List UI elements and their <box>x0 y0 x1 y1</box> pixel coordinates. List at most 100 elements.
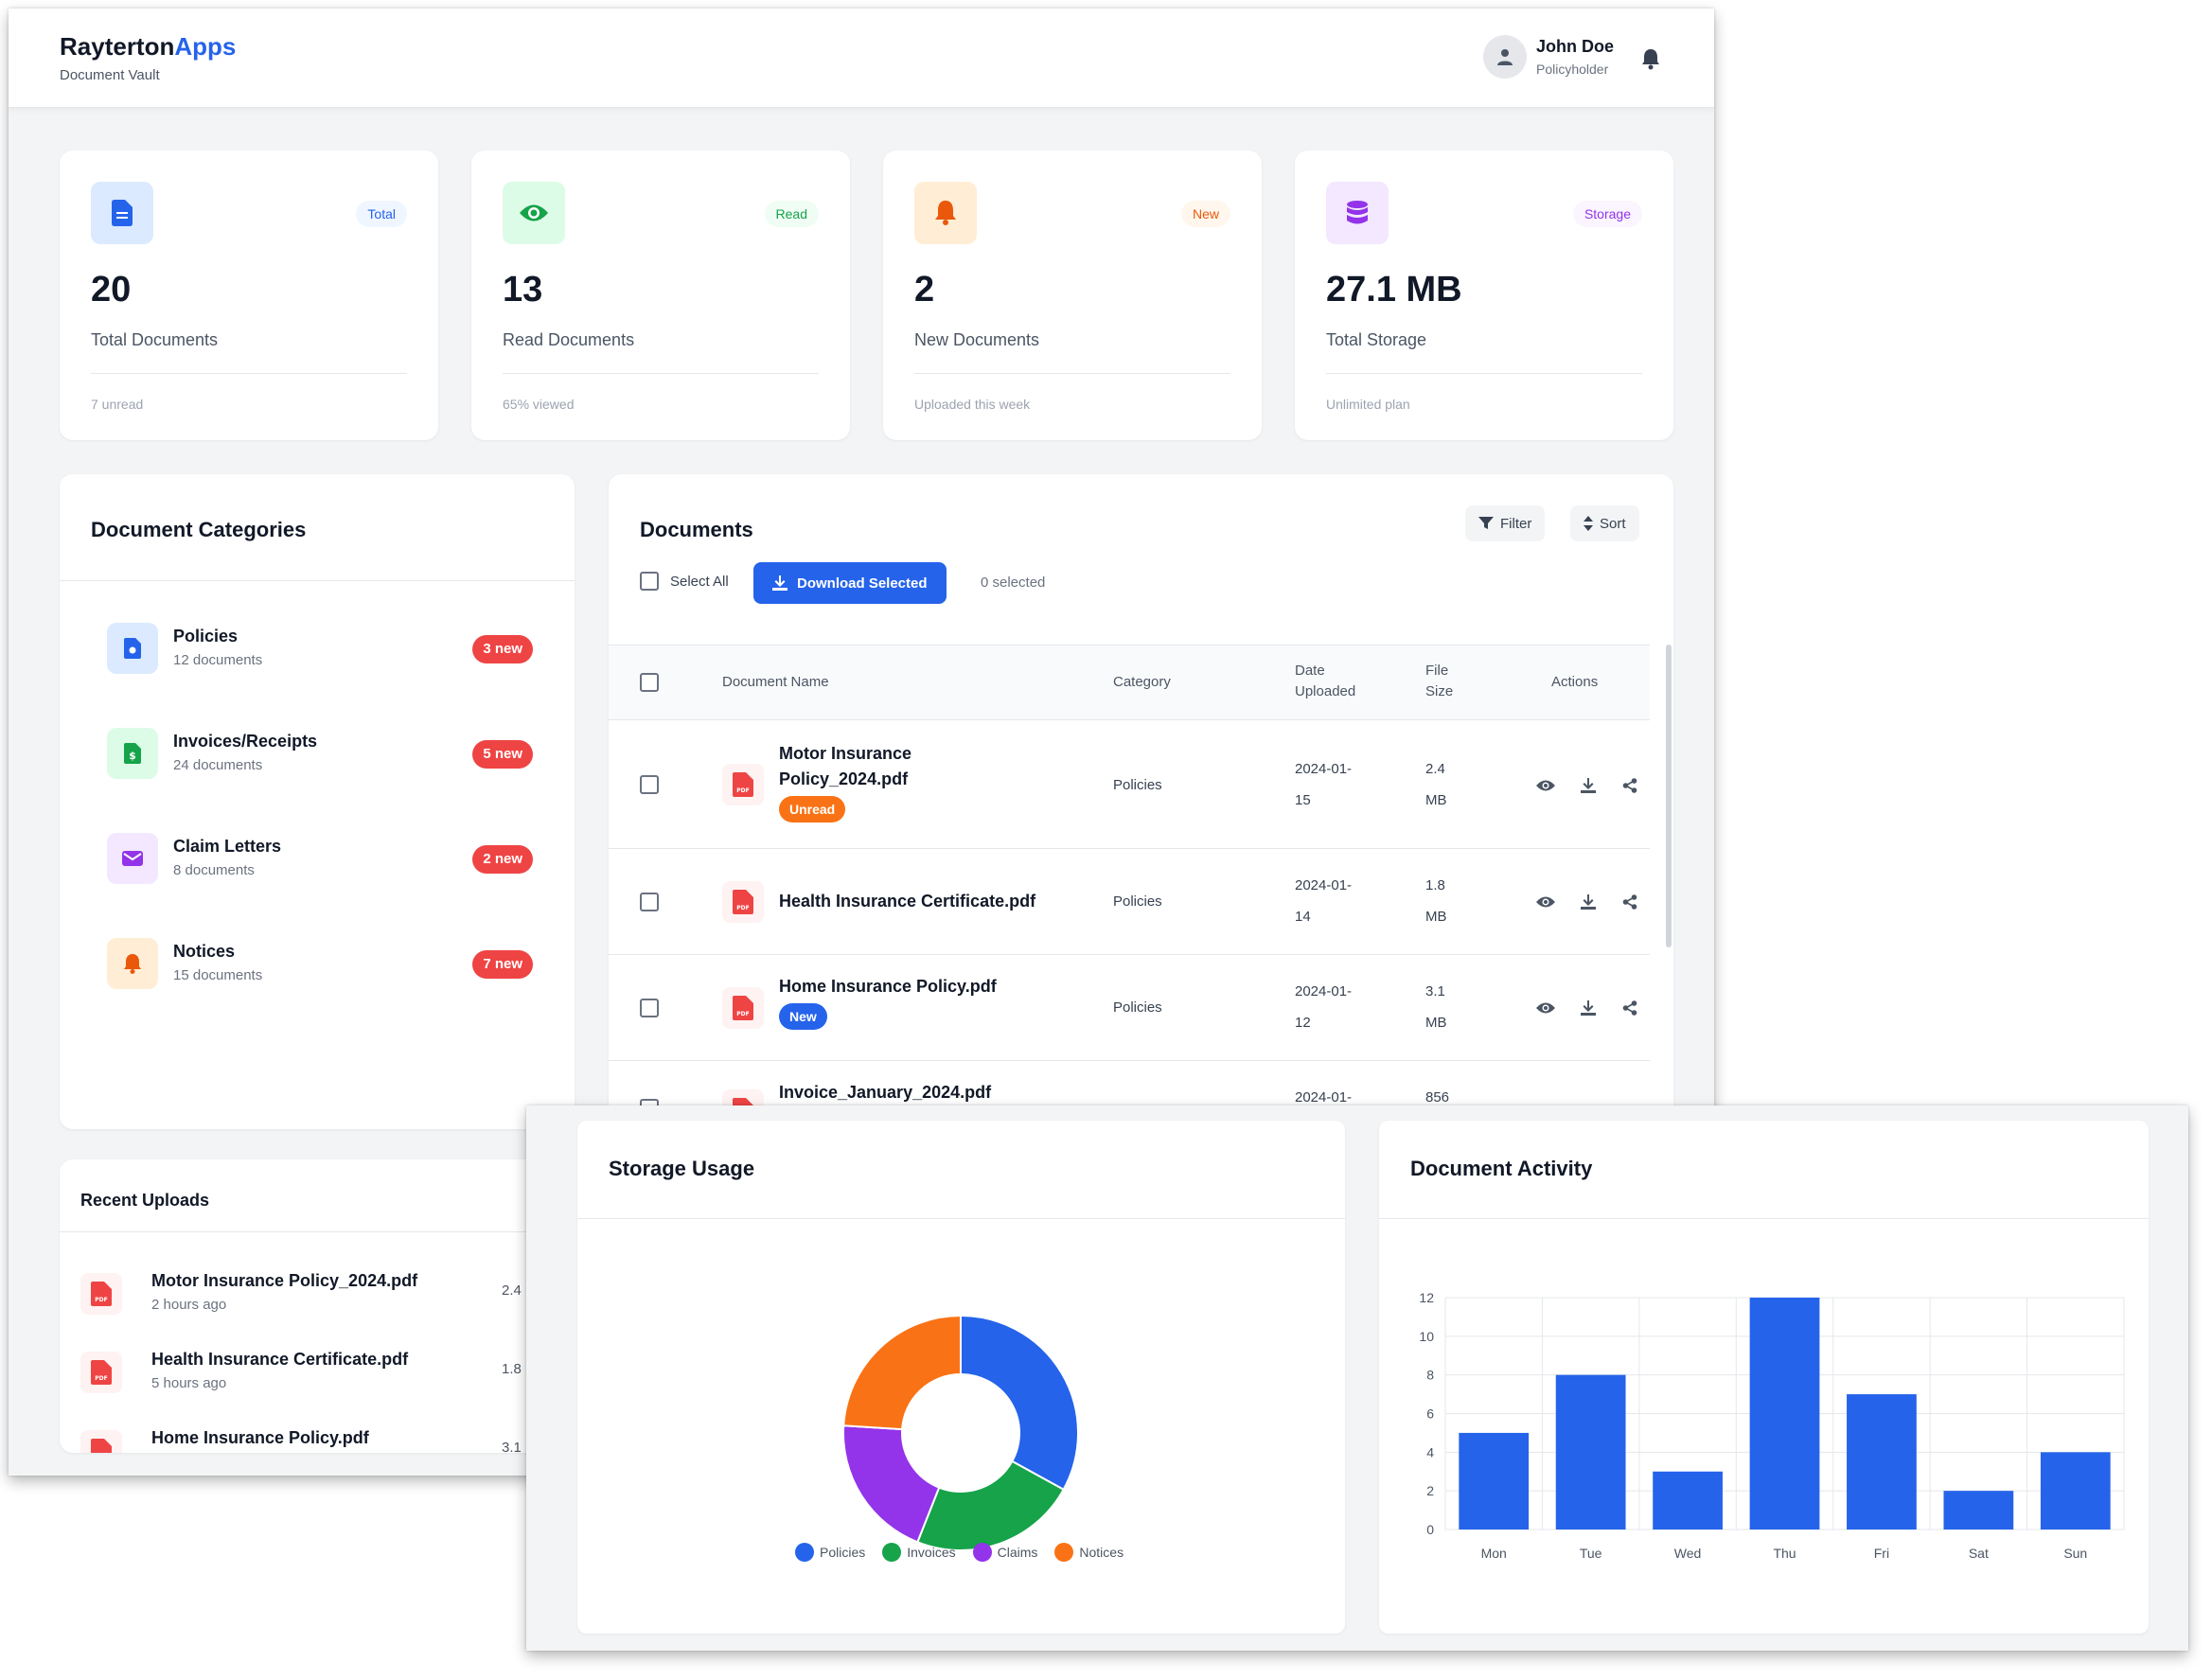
download-selected-label: Download Selected <box>797 575 928 592</box>
recent-upload-item[interactable]: PDF Motor Insurance Policy_2024.pdf 2 ho… <box>80 1265 552 1322</box>
y-tick-label: 0 <box>1426 1522 1434 1537</box>
bar-sat[interactable] <box>1943 1491 2014 1530</box>
table-row[interactable]: PDF Home Insurance Policy.pdf New Polici… <box>609 955 1650 1061</box>
stat-card-storage[interactable]: Storage 27.1 MB Total Storage Unlimited … <box>1295 150 1673 440</box>
document-size-line2: MB <box>1425 909 1447 925</box>
stat-card-read[interactable]: Read 13 Read Documents 65% viewed <box>471 150 850 440</box>
user-icon <box>1496 49 1513 65</box>
stat-card-total[interactable]: Total 20 Total Documents 7 unread <box>60 150 438 440</box>
download-button[interactable] <box>1577 774 1600 797</box>
column-header-category[interactable]: Category <box>1113 674 1171 690</box>
new-badge: New <box>779 1003 827 1030</box>
category-item-policies[interactable]: Policies 12 documents 3 new <box>107 621 533 678</box>
pie-slice-invoices[interactable] <box>916 1459 1066 1551</box>
bar-thu[interactable] <box>1749 1298 1820 1530</box>
table-row[interactable]: PDF Motor Insurance Policy_2024.pdf Unre… <box>609 720 1650 849</box>
document-name-line1: Health Insurance Certificate.pdf <box>779 892 1036 911</box>
user-info: John Doe Policyholder <box>1536 37 1614 77</box>
legend-item-policies[interactable]: Policies <box>795 1543 865 1562</box>
column-header-size[interactable]: File Size <box>1425 661 1453 702</box>
stat-tag: New <box>1180 201 1230 227</box>
pie-slice-claims[interactable] <box>842 1424 941 1544</box>
table-row[interactable]: PDF Health Insurance Certificate.pdf Pol… <box>609 849 1650 955</box>
document-name[interactable]: Health Insurance Certificate.pdf <box>779 889 1035 914</box>
stat-card-new[interactable]: New 2 New Documents Uploaded this week <box>883 150 1262 440</box>
document-date-line1: 2024-01- <box>1295 1089 1353 1105</box>
svg-text:PDF: PDF <box>95 1375 107 1382</box>
document-date-line1: 2024-01- <box>1295 877 1353 893</box>
document-activity-card: Document Activity 0 2 4 6 8 10 12 Mon Tue Wed Thu F… <box>1379 1121 2149 1634</box>
bar-wed[interactable] <box>1653 1471 1723 1530</box>
stat-label: Total Storage <box>1326 330 1427 349</box>
view-button[interactable] <box>1534 997 1557 1019</box>
row-checkbox[interactable] <box>640 893 659 911</box>
mail-icon <box>122 851 143 866</box>
stat-footnote: 7 unread <box>91 397 144 412</box>
column-header-date-line2: Uploaded <box>1295 683 1356 699</box>
category-item-notices[interactable]: Notices 15 documents 7 new <box>107 936 533 993</box>
category-item-invoices[interactable]: $ Invoices/Receipts 24 documents 5 new <box>107 726 533 783</box>
document-size: 3.1 MB <box>1425 976 1447 1038</box>
bar-sun[interactable] <box>2040 1452 2111 1530</box>
x-tick-label: Sun <box>2063 1546 2087 1561</box>
document-date: 2024-01- 14 <box>1295 870 1352 932</box>
top-bar: RaytertonApps Document Vault John Doe Po… <box>9 9 1714 108</box>
sort-button[interactable]: Sort <box>1570 505 1639 541</box>
recent-uploads-panel: Recent Uploads PDF Motor Insurance Polic… <box>60 1159 552 1453</box>
document-name[interactable]: Home Insurance Policy.pdf New <box>779 974 997 1030</box>
bell-icon <box>124 954 141 974</box>
view-button[interactable] <box>1534 891 1557 913</box>
divider <box>914 373 1230 374</box>
document-size-line2: MB <box>1425 1015 1447 1031</box>
stat-value: 20 <box>91 270 132 309</box>
filter-button[interactable]: Filter <box>1465 505 1546 541</box>
view-button[interactable] <box>1534 774 1557 797</box>
bar-fri[interactable] <box>1847 1394 1917 1530</box>
legend-item-invoices[interactable]: Invoices <box>882 1543 956 1562</box>
table-scrollbar[interactable] <box>1666 645 1672 947</box>
legend-item-notices[interactable]: Notices <box>1054 1543 1124 1562</box>
recent-upload-item[interactable]: PDF Health Insurance Certificate.pdf 5 h… <box>80 1344 552 1401</box>
database-icon <box>1347 201 1368 224</box>
column-header-date[interactable]: Date Uploaded <box>1295 661 1355 702</box>
row-checkbox[interactable] <box>640 999 659 1017</box>
storage-donut-chart[interactable] <box>577 1121 1345 1634</box>
category-count: 24 documents <box>173 757 263 773</box>
download-button[interactable] <box>1577 891 1600 913</box>
brand[interactable]: RaytertonApps Document Vault <box>60 32 236 83</box>
document-size-line1: 1.8 <box>1425 877 1445 893</box>
column-header-name[interactable]: Document Name <box>722 674 829 690</box>
legend-item-claims[interactable]: Claims <box>972 1543 1037 1562</box>
pie-slice-policies[interactable] <box>960 1314 1079 1492</box>
recent-upload-item[interactable]: PDF Home Insurance Policy.pdf 3.1 MB <box>80 1423 552 1453</box>
bar-tue[interactable] <box>1555 1374 1626 1530</box>
categories-panel: Document Categories Policies 12 document… <box>60 474 575 1129</box>
eye-icon <box>1536 780 1555 791</box>
y-tick-label: 4 <box>1426 1444 1434 1459</box>
header-checkbox[interactable] <box>640 673 659 692</box>
avatar[interactable] <box>1482 35 1527 79</box>
select-all-checkbox[interactable] <box>640 572 659 591</box>
bar-mon[interactable] <box>1459 1432 1530 1530</box>
notifications-button[interactable] <box>1637 44 1665 73</box>
stat-icon-box <box>1326 182 1389 244</box>
share-button[interactable] <box>1619 997 1641 1019</box>
share-button[interactable] <box>1619 774 1641 797</box>
download-button[interactable] <box>1577 997 1600 1019</box>
row-checkbox[interactable] <box>640 775 659 794</box>
download-icon <box>1581 1000 1596 1016</box>
user-menu[interactable]: John Doe Policyholder <box>1482 35 1614 79</box>
stat-tag: Read <box>764 201 819 227</box>
select-all[interactable]: Select All <box>640 572 729 591</box>
category-icon-box <box>107 833 158 884</box>
download-selected-button[interactable]: Download Selected <box>753 562 947 604</box>
activity-bar-chart[interactable]: 0 2 4 6 8 10 12 Mon Tue Wed Thu Fri Sat Sun <box>1379 1121 2149 1634</box>
share-button[interactable] <box>1619 891 1641 913</box>
table-header: Document Name Category Date Uploaded File… <box>609 645 1650 720</box>
divider <box>1379 1218 2149 1219</box>
document-category: Policies <box>1113 777 1162 793</box>
document-size: 856 <box>1425 1082 1449 1113</box>
category-item-claim-letters[interactable]: Claim Letters 8 documents 2 new <box>107 831 533 888</box>
document-name[interactable]: Motor Insurance Policy_2024.pdf Unread <box>779 741 911 822</box>
pie-slice-notices[interactable] <box>842 1314 962 1431</box>
